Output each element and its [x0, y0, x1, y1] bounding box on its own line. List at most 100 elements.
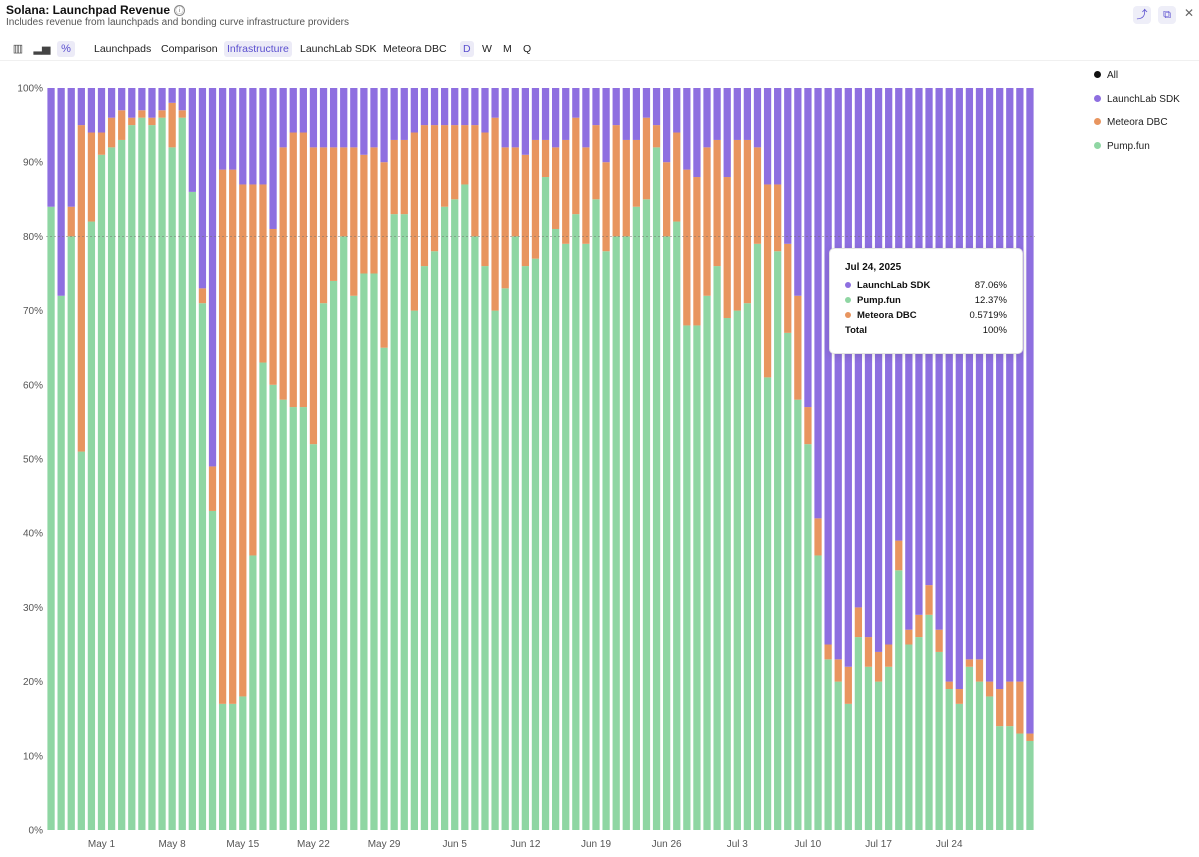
- bar-segment-meteora-dbc[interactable]: [753, 147, 762, 244]
- bar-segment-launchlab-sdk[interactable]: [390, 88, 398, 140]
- bar-segment-launchlab-sdk[interactable]: [309, 88, 318, 148]
- share-icon[interactable]: ⤴: [1133, 6, 1151, 24]
- bar-segment-meteora-dbc[interactable]: [451, 125, 459, 200]
- bar-segment-pump-fun[interactable]: [915, 637, 923, 830]
- bar-segment-launchlab-sdk[interactable]: [562, 88, 570, 140]
- bar-segment-launchlab-sdk[interactable]: [652, 88, 661, 126]
- bar-segment-meteora-dbc[interactable]: [380, 162, 388, 348]
- bar-segment-launchlab-sdk[interactable]: [168, 88, 176, 103]
- bar-segment-pump-fun[interactable]: [864, 666, 873, 830]
- bar-segment-launchlab-sdk[interactable]: [350, 88, 358, 148]
- bar-segment-launchlab-sdk[interactable]: [885, 88, 893, 645]
- bar-segment-pump-fun[interactable]: [1016, 733, 1024, 830]
- bar-segment-meteora-dbc[interactable]: [370, 147, 378, 274]
- bar-segment-pump-fun[interactable]: [885, 666, 893, 830]
- bar-segment-pump-fun[interactable]: [158, 117, 166, 831]
- bar-segment-meteora-dbc[interactable]: [854, 607, 863, 638]
- tab-launchpads[interactable]: Launchpads: [94, 43, 152, 55]
- bar-segment-launchlab-sdk[interactable]: [360, 88, 368, 155]
- bar-segment-launchlab-sdk[interactable]: [996, 88, 1004, 690]
- bar-segment-launchlab-sdk[interactable]: [77, 88, 85, 126]
- bar-segment-launchlab-sdk[interactable]: [461, 88, 469, 126]
- bar-segment-pump-fun[interactable]: [854, 637, 863, 830]
- bar-segment-launchlab-sdk[interactable]: [1016, 88, 1024, 682]
- bar-segment-pump-fun[interactable]: [713, 266, 721, 830]
- bar-segment-meteora-dbc[interactable]: [178, 110, 186, 118]
- bar-segment-pump-fun[interactable]: [118, 139, 126, 830]
- bar-segment-launchlab-sdk[interactable]: [602, 88, 610, 163]
- bar-segment-pump-fun[interactable]: [47, 206, 55, 831]
- bar-segment-launchlab-sdk[interactable]: [965, 88, 974, 660]
- bar-segment-pump-fun[interactable]: [107, 147, 116, 831]
- bar-segment-pump-fun[interactable]: [935, 651, 943, 830]
- bar-segment-pump-fun[interactable]: [208, 510, 217, 830]
- bar-segment-launchlab-sdk[interactable]: [673, 88, 681, 133]
- bar-segment-launchlab-sdk[interactable]: [329, 88, 338, 148]
- bar-segment-meteora-dbc[interactable]: [521, 154, 529, 267]
- bar-segment-meteora-dbc[interactable]: [541, 139, 550, 178]
- bar-segment-meteora-dbc[interactable]: [289, 132, 297, 408]
- bar-segment-launchlab-sdk[interactable]: [319, 88, 328, 148]
- bar-segment-pump-fun[interactable]: [562, 243, 570, 830]
- bar-segment-meteora-dbc[interactable]: [794, 295, 802, 400]
- bar-segment-pump-fun[interactable]: [814, 555, 822, 830]
- bar-segment-pump-fun[interactable]: [87, 221, 96, 830]
- bar-segment-pump-fun[interactable]: [299, 407, 307, 830]
- period-day-button[interactable]: D: [460, 41, 474, 57]
- bar-segment-meteora-dbc[interactable]: [77, 125, 85, 452]
- bar-segment-pump-fun[interactable]: [340, 236, 348, 830]
- bar-segment-launchlab-sdk[interactable]: [723, 88, 731, 178]
- bar-segment-meteora-dbc[interactable]: [885, 644, 893, 667]
- bar-segment-launchlab-sdk[interactable]: [148, 88, 156, 118]
- bar-segment-pump-fun[interactable]: [138, 117, 146, 831]
- bar-segment-launchlab-sdk[interactable]: [259, 88, 267, 185]
- bar-segment-meteora-dbc[interactable]: [925, 585, 933, 615]
- bar-segment-meteora-dbc[interactable]: [652, 125, 661, 148]
- bar-segment-meteora-dbc[interactable]: [128, 117, 136, 126]
- period-month-button[interactable]: M: [503, 43, 512, 55]
- bar-segment-pump-fun[interactable]: [218, 703, 227, 830]
- bar-segment-pump-fun[interactable]: [461, 184, 469, 831]
- bar-segment-pump-fun[interactable]: [168, 147, 176, 831]
- bar-segment-meteora-dbc[interactable]: [309, 147, 318, 445]
- bar-segment-meteora-dbc[interactable]: [834, 659, 842, 682]
- bar-segment-launchlab-sdk[interactable]: [511, 88, 519, 148]
- bar-segment-meteora-dbc[interactable]: [763, 184, 772, 378]
- bar-segment-launchlab-sdk[interactable]: [1026, 88, 1034, 734]
- bar-segment-pump-fun[interactable]: [895, 570, 903, 830]
- percent-icon[interactable]: %: [57, 41, 75, 57]
- bar-segment-meteora-dbc[interactable]: [895, 540, 903, 571]
- bar-segment-pump-fun[interactable]: [602, 251, 610, 831]
- bar-segment-launchlab-sdk[interactable]: [824, 88, 832, 645]
- bar-segment-launchlab-sdk[interactable]: [612, 88, 620, 126]
- bar-segment-meteora-dbc[interactable]: [723, 177, 731, 319]
- bar-segment-launchlab-sdk[interactable]: [905, 88, 913, 630]
- bar-segment-launchlab-sdk[interactable]: [158, 88, 166, 111]
- bar-segment-launchlab-sdk[interactable]: [410, 88, 418, 133]
- bar-segment-meteora-dbc[interactable]: [138, 110, 146, 118]
- bar-segment-pump-fun[interactable]: [319, 303, 328, 830]
- bar-segment-meteora-dbc[interactable]: [592, 125, 600, 200]
- bar-segment-launchlab-sdk[interactable]: [218, 88, 227, 170]
- bar-segment-pump-fun[interactable]: [572, 214, 580, 830]
- bar-segment-pump-fun[interactable]: [67, 236, 75, 830]
- bar-segment-launchlab-sdk[interactable]: [87, 88, 96, 133]
- bar-segment-meteora-dbc[interactable]: [996, 689, 1004, 727]
- bar-segment-meteora-dbc[interactable]: [864, 637, 873, 667]
- bar-segment-pump-fun[interactable]: [774, 251, 782, 831]
- bar-segment-pump-fun[interactable]: [410, 310, 418, 831]
- bar-segment-launchlab-sdk[interactable]: [370, 88, 378, 148]
- bar-segment-pump-fun[interactable]: [370, 273, 378, 831]
- bar-segment-launchlab-sdk[interactable]: [572, 88, 580, 118]
- bar-segment-launchlab-sdk[interactable]: [955, 88, 963, 690]
- bar-segment-meteora-dbc[interactable]: [733, 139, 741, 311]
- bar-segment-meteora-dbc[interactable]: [814, 518, 822, 556]
- bar-segment-launchlab-sdk[interactable]: [440, 88, 449, 126]
- bar-segment-meteora-dbc[interactable]: [693, 177, 701, 326]
- bar-segment-launchlab-sdk[interactable]: [97, 88, 106, 133]
- bar-segment-pump-fun[interactable]: [925, 614, 933, 830]
- bar-segment-pump-fun[interactable]: [491, 310, 499, 831]
- bar-segment-pump-fun[interactable]: [289, 407, 297, 830]
- bar-segment-pump-fun[interactable]: [612, 236, 620, 830]
- bar-segment-pump-fun[interactable]: [834, 681, 842, 830]
